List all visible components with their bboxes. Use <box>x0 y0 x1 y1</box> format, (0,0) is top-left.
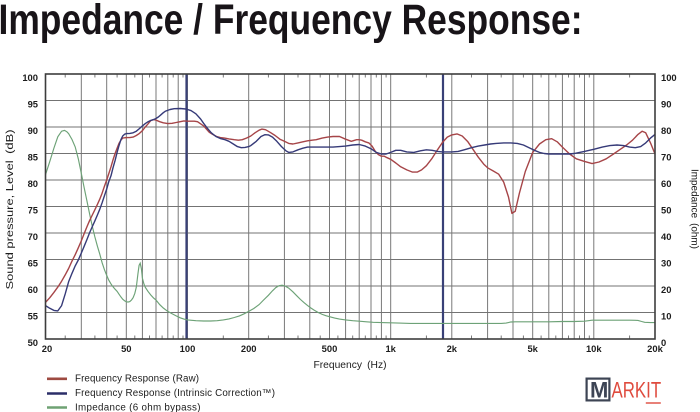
svg-text:2k: 2k <box>447 343 458 354</box>
svg-text:80: 80 <box>661 125 671 136</box>
svg-text:500: 500 <box>322 343 338 354</box>
svg-text:Frequency (Hz): Frequency (Hz) <box>314 360 387 371</box>
svg-text:5k: 5k <box>527 343 538 354</box>
svg-text:50: 50 <box>28 337 38 348</box>
svg-text:90: 90 <box>28 125 38 136</box>
svg-text:20: 20 <box>661 284 671 295</box>
svg-text:200: 200 <box>241 343 257 354</box>
svg-text:80: 80 <box>28 178 38 189</box>
svg-text:65: 65 <box>28 257 38 268</box>
svg-text:100: 100 <box>661 72 677 83</box>
svg-text:60: 60 <box>661 178 671 189</box>
svg-text:50: 50 <box>661 204 671 215</box>
svg-text:20k: 20k <box>647 343 663 354</box>
svg-text:Frequency Response (Raw): Frequency Response (Raw) <box>75 373 199 384</box>
svg-text:M: M <box>590 378 608 403</box>
svg-text:Impedance / Frequency Response: Impedance / Frequency Response: <box>0 0 583 44</box>
svg-text:Sound pressure, Level (dB): Sound pressure, Level (dB) <box>5 130 16 290</box>
svg-text:10: 10 <box>661 310 671 321</box>
svg-text:100: 100 <box>22 72 38 83</box>
svg-text:30: 30 <box>661 257 671 268</box>
svg-text:20: 20 <box>42 343 52 354</box>
svg-text:55: 55 <box>28 310 38 321</box>
svg-text:50: 50 <box>121 343 131 354</box>
svg-text:70: 70 <box>661 151 671 162</box>
svg-text:40: 40 <box>661 231 671 242</box>
svg-text:90: 90 <box>661 98 671 109</box>
svg-text:85: 85 <box>28 151 38 162</box>
svg-text:10k: 10k <box>586 343 602 354</box>
svg-text:Impedance (ohm): Impedance (ohm) <box>689 169 700 249</box>
svg-text:1k: 1k <box>385 343 396 354</box>
svg-text:0: 0 <box>661 337 666 348</box>
svg-text:95: 95 <box>28 98 38 109</box>
svg-text:ARKIT: ARKIT <box>612 378 662 403</box>
svg-text:Frequency Response (Intrinsic: Frequency Response (Intrinsic Correction… <box>75 388 275 399</box>
svg-text:60: 60 <box>28 284 38 295</box>
svg-text:100: 100 <box>180 343 196 354</box>
svg-text:75: 75 <box>28 204 38 215</box>
svg-text:70: 70 <box>28 231 38 242</box>
svg-text:Impedance (6 ohm bypass): Impedance (6 ohm bypass) <box>75 403 201 412</box>
